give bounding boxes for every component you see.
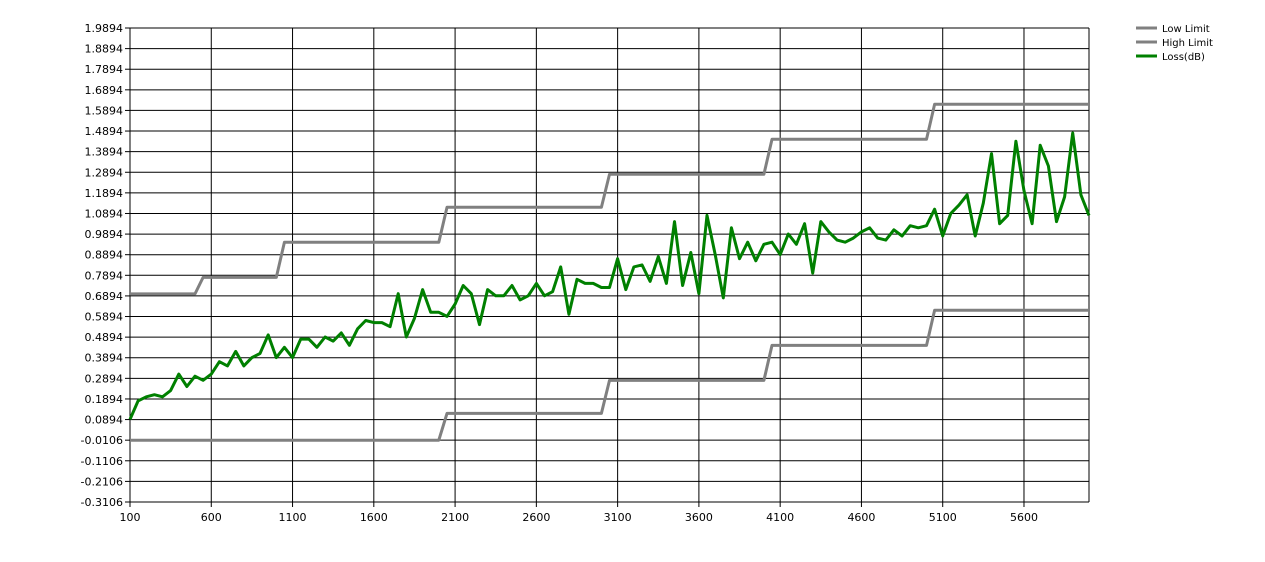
- series-line-high-limit: [130, 102, 1089, 296]
- y-tick-label: 1.3894: [85, 146, 124, 159]
- grid-lines: [129, 27, 1089, 503]
- y-tick-label: 0.9894: [85, 228, 124, 241]
- y-tick-label: 0.2894: [85, 372, 124, 385]
- series-line-loss-db: [128, 131, 1091, 421]
- x-tick-label: 5100: [929, 511, 957, 524]
- y-tick-label: 0.3894: [85, 352, 124, 365]
- x-tick-label: 1100: [279, 511, 307, 524]
- y-tick-labels: 1.9894 1.8894 1.7894 1.6894 1.5894 1.4894 1.38…: [81, 22, 123, 509]
- y-tick-label: 1.1894: [85, 187, 124, 200]
- y-tick-label: -0.3106: [81, 496, 123, 509]
- x-tick-label: 1600: [360, 511, 388, 524]
- y-tick-label: 1.9894: [85, 22, 124, 35]
- y-tick-label: 0.0894: [85, 414, 124, 427]
- x-tick-label: 2600: [522, 511, 550, 524]
- y-tick-label: -0.0106: [81, 434, 123, 447]
- x-tick-label: 3600: [685, 511, 713, 524]
- series-lines: [128, 102, 1091, 442]
- axes: [125, 27, 1090, 507]
- y-tick-label: 1.2894: [85, 166, 124, 179]
- y-tick-label: 1.8894: [85, 43, 124, 56]
- legend-label: Low Limit: [1162, 24, 1210, 35]
- x-tick-label: 4600: [847, 511, 875, 524]
- y-tick-label: 0.4894: [85, 331, 124, 344]
- y-tick-label: 1.6894: [85, 84, 124, 97]
- y-tick-label: 0.6894: [85, 290, 124, 303]
- y-tick-label: 1.5894: [85, 104, 124, 117]
- legend: Low Limit High Limit Loss(dB): [1136, 24, 1213, 63]
- y-tick-label: 0.8894: [85, 249, 124, 262]
- y-tick-label: -0.2106: [81, 475, 123, 488]
- y-tick-label: 0.5894: [85, 311, 124, 324]
- x-tick-label: 600: [201, 511, 222, 524]
- x-tick-label: 4100: [766, 511, 794, 524]
- x-tick-label: 3100: [604, 511, 632, 524]
- x-tick-labels: 100 600 1100 1600 2100 2600 3100 3600 4100 4600 51…: [120, 511, 1038, 524]
- y-tick-label: -0.1106: [81, 455, 123, 468]
- x-tick-label: 100: [120, 511, 141, 524]
- legend-label: High Limit: [1162, 38, 1213, 49]
- y-tick-label: 0.1894: [85, 393, 124, 406]
- y-tick-label: 0.7894: [85, 269, 124, 282]
- y-tick-label: 1.7894: [85, 63, 124, 76]
- x-tick-label: 5600: [1010, 511, 1038, 524]
- series-line-low-limit: [130, 308, 1089, 442]
- y-tick-label: 1.4894: [85, 125, 124, 138]
- y-tick-label: 1.0894: [85, 207, 124, 220]
- x-tick-label: 2100: [441, 511, 469, 524]
- legend-label: Loss(dB): [1162, 52, 1205, 63]
